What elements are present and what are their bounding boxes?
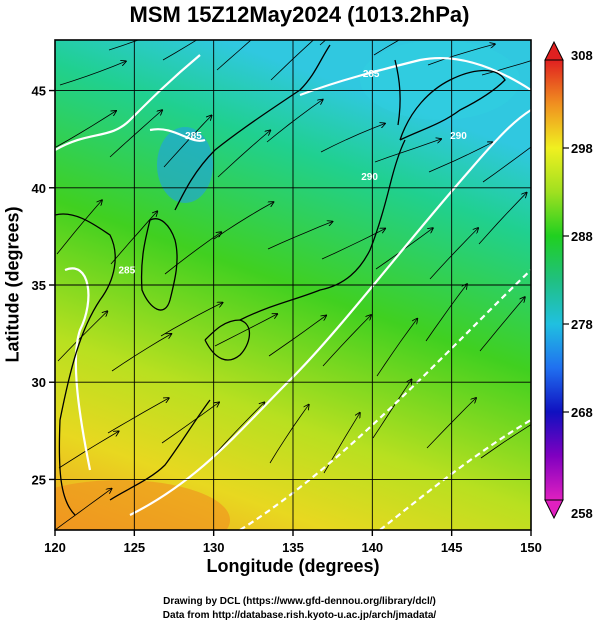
- map-area: 285 290 290 285 285 290: [55, 40, 531, 551]
- colorbar-tick-label: 268: [571, 405, 593, 420]
- streamline: [267, 222, 332, 250]
- streamline: [161, 402, 219, 444]
- streamline: [214, 314, 277, 347]
- streamline: [321, 229, 385, 260]
- lat-lon-grid: [55, 40, 531, 530]
- streamline: [322, 315, 371, 367]
- streamline: [268, 316, 326, 357]
- streamline: [59, 61, 126, 86]
- colorbar-ticks: 258 268 278 288 298 308: [563, 48, 593, 521]
- temperature-contours: [55, 54, 531, 530]
- y-axis-label: Latitude (degrees): [2, 206, 23, 363]
- streamline: [266, 100, 323, 143]
- y-tick-label: 35: [32, 278, 46, 293]
- colorbar-tick-label: 258: [571, 506, 593, 521]
- streamline: [429, 228, 478, 280]
- colorbar: 258 268 278 288 298 308: [544, 40, 593, 521]
- colorbar-tick-label: 278: [571, 317, 593, 332]
- streamline: [319, 40, 327, 46]
- streamline: [108, 40, 140, 51]
- x-tick-label: 150: [520, 540, 542, 555]
- contour-label: 285: [118, 265, 135, 276]
- streamline: [320, 124, 385, 153]
- streamline: [428, 142, 492, 173]
- y-tick-label: 45: [32, 84, 46, 99]
- credit-data: Data from http://database.rish.kyoto-u.a…: [162, 610, 437, 621]
- streamline: [213, 202, 273, 240]
- contour-line: [239, 269, 531, 530]
- contour-line: [129, 109, 531, 516]
- streamline: [373, 40, 400, 56]
- x-tick-label: 145: [441, 540, 463, 555]
- streamline: [479, 297, 525, 352]
- colorbar-top-arrow: [544, 40, 564, 61]
- map-title: MSM 15Z12May2024 (1013.2hPa): [129, 2, 470, 27]
- contour-line: [299, 56, 531, 97]
- streamline: [58, 431, 119, 469]
- coastline-ryukyu: [109, 399, 211, 501]
- streamline: [160, 303, 223, 337]
- streamline: [56, 200, 102, 255]
- y-tick-label: 40: [32, 181, 46, 196]
- streamline: [427, 44, 495, 66]
- contour-line: [64, 267, 92, 471]
- streamline: [215, 402, 264, 454]
- coastline-hokkaido: [399, 69, 506, 141]
- streamline: [109, 110, 162, 158]
- streamline: [163, 116, 212, 168]
- contour-labels: 285 290 290 285 285 290: [118, 69, 467, 551]
- streamline: [111, 334, 171, 372]
- streamline: [482, 146, 531, 183]
- streamline: [376, 319, 417, 377]
- colorbar-tick-label: 298: [571, 141, 593, 156]
- streamline: [480, 424, 531, 459]
- x-tick-label: 130: [203, 540, 225, 555]
- contour-line: [149, 128, 206, 142]
- streamline: [374, 139, 441, 163]
- x-tick-label: 135: [282, 540, 304, 555]
- streamline: [217, 130, 270, 178]
- x-tick-label: 125: [123, 540, 145, 555]
- contour-line: [55, 54, 201, 151]
- cold-region: [157, 127, 213, 203]
- contour-line: [379, 419, 531, 530]
- contour-label: 290: [361, 172, 378, 183]
- streamline: [162, 40, 198, 61]
- warm-region: [55, 480, 230, 530]
- contour-label: 290: [450, 131, 467, 142]
- colorbar-tick-label: 288: [571, 229, 593, 244]
- coastlines: [55, 44, 506, 516]
- colorbar-tick-label: 308: [571, 48, 593, 63]
- streamline: [55, 111, 116, 148]
- contour-label: 290: [233, 540, 250, 551]
- coastline-honshu: [239, 139, 406, 321]
- cold-region-north: [360, 40, 520, 120]
- y-tick-label: 30: [32, 375, 46, 390]
- axes: 120 125 130 135 140 145 150 25 30 35 40 45: [32, 84, 542, 555]
- streamline: [372, 380, 412, 439]
- credit-drawing: Drawing by DCL (https://www.gfd-dennou.o…: [163, 596, 436, 607]
- x-axis-label: Longitude (degrees): [206, 556, 380, 576]
- x-tick-label: 140: [361, 540, 383, 555]
- contour-label: 285: [185, 131, 202, 142]
- streamline: [55, 489, 112, 530]
- coastline-china: [55, 213, 116, 516]
- streamline: [478, 193, 527, 245]
- y-tick-label: 25: [32, 472, 46, 487]
- colorbar-bottom-arrow: [544, 499, 564, 520]
- streamline: [216, 40, 252, 71]
- coastline-korea: [140, 218, 178, 311]
- coastline-mainland-north: [174, 44, 331, 211]
- colorbar-gradient: [544, 59, 564, 501]
- x-tick-label: 120: [44, 540, 66, 555]
- streamline: [269, 405, 309, 464]
- wind-streamlines: [55, 40, 531, 530]
- streamline: [107, 398, 169, 434]
- streamline: [164, 232, 221, 275]
- contour-label: 285: [363, 69, 380, 80]
- coastline-kyushu: [204, 319, 251, 361]
- streamline: [425, 284, 467, 342]
